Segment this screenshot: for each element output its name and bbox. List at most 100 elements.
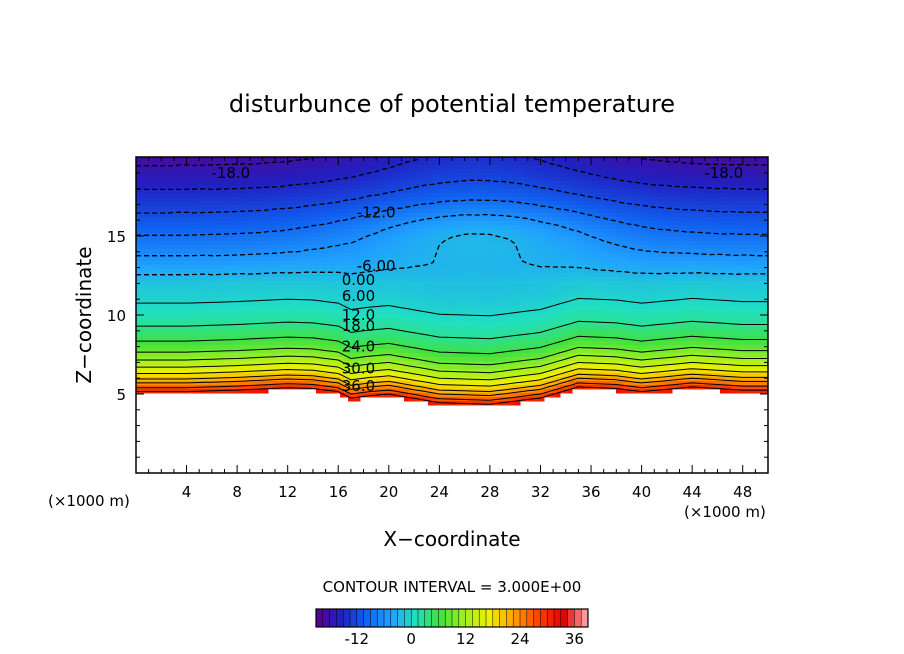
contour-line bbox=[136, 377, 768, 397]
colorbar-cell bbox=[350, 609, 358, 627]
x-tick-label: 4 bbox=[182, 483, 192, 501]
colorbar-frame bbox=[315, 608, 589, 628]
colorbar-cell bbox=[418, 609, 426, 627]
x-tick-label: 32 bbox=[531, 483, 550, 501]
contour-label: 18.0 bbox=[342, 317, 375, 335]
contour-lines bbox=[136, 157, 768, 405]
colorbar-cell bbox=[336, 609, 344, 627]
colorbar-cell bbox=[445, 609, 453, 627]
colorbar-cell bbox=[370, 609, 378, 627]
contour-label: -12.0 bbox=[357, 203, 396, 221]
colorbar-cell bbox=[431, 609, 439, 627]
colorbar-tick-label: 12 bbox=[456, 630, 475, 648]
contour-line bbox=[136, 335, 768, 355]
contour-line bbox=[136, 199, 768, 236]
contour-line bbox=[136, 382, 768, 401]
colorbar: -12 0 12 24 36 bbox=[315, 608, 589, 648]
chart-title: disturbunce of potential temperature bbox=[229, 90, 675, 118]
contour-line bbox=[136, 320, 768, 340]
x-tick-label: 8 bbox=[232, 483, 242, 501]
colorbar-cell bbox=[452, 609, 460, 627]
colorbar-cell bbox=[390, 609, 398, 627]
contour-label: -6.00 bbox=[357, 257, 396, 275]
y-axis-title: Z−coordinate bbox=[72, 246, 96, 383]
y-tick-label: 5 bbox=[116, 386, 126, 404]
contour-line bbox=[136, 297, 768, 317]
contour-line bbox=[136, 179, 768, 214]
contour-line bbox=[136, 157, 768, 191]
colorbar-cell bbox=[560, 609, 568, 627]
colorbar-cell bbox=[363, 609, 371, 627]
colorbar-cell bbox=[567, 609, 575, 627]
colorbar-cell bbox=[465, 609, 473, 627]
colorbar-tick-label: -12 bbox=[345, 630, 370, 648]
contour-labels: 36.030.0 24.0 18.012.06.000.00-6.00 -12.0 -1… bbox=[211, 164, 743, 395]
colorbar-cell bbox=[520, 609, 528, 627]
colorbar-cell bbox=[574, 609, 582, 627]
colorbar-cell bbox=[513, 609, 521, 627]
contour-line bbox=[136, 213, 768, 257]
contour-label: 6.00 bbox=[342, 287, 375, 305]
colorbar-tick-label: 0 bbox=[406, 630, 416, 648]
contour-line bbox=[136, 233, 768, 276]
colorbar-tick-label: 24 bbox=[510, 630, 529, 648]
contour-label: 24.0 bbox=[342, 338, 375, 356]
contour-line bbox=[136, 157, 768, 167]
colorbar-cell bbox=[581, 609, 589, 627]
y-tick-label: 15 bbox=[107, 228, 126, 246]
x-tick-label: 40 bbox=[632, 483, 651, 501]
contour-label: 30.0 bbox=[342, 360, 375, 378]
x-tick-label: 28 bbox=[480, 483, 499, 501]
colorbar-cell bbox=[322, 609, 330, 627]
colorbar-cell bbox=[316, 609, 324, 627]
contour-label: 12.0 bbox=[342, 306, 375, 324]
colorbar-cell bbox=[424, 609, 432, 627]
contour-label: -18.0 bbox=[211, 164, 250, 182]
colorbar-cell bbox=[492, 609, 500, 627]
colorbar-cell bbox=[438, 609, 446, 627]
colorbar-cell bbox=[499, 609, 507, 627]
colorbar-cell bbox=[377, 609, 385, 627]
x-tick-label: 12 bbox=[278, 483, 297, 501]
colorbar-cell bbox=[397, 609, 405, 627]
colorbar-cell bbox=[329, 609, 337, 627]
y-tick-label: 10 bbox=[107, 307, 126, 325]
x-tick-label: 36 bbox=[581, 483, 600, 501]
contour-line bbox=[136, 386, 768, 405]
contour-line bbox=[136, 361, 768, 381]
colorbar-cell bbox=[533, 609, 541, 627]
colorbar-cell bbox=[479, 609, 487, 627]
contour-label: -18.0 bbox=[704, 164, 743, 182]
colorbar-cell bbox=[384, 609, 392, 627]
contour-field bbox=[136, 157, 768, 406]
x-unit-right: (×1000 m) bbox=[684, 503, 766, 521]
colorbar-tick-label: 36 bbox=[565, 630, 584, 648]
x-tick-label: 16 bbox=[329, 483, 348, 501]
x-tick-label: 24 bbox=[430, 483, 449, 501]
contour-interval-label: CONTOUR INTERVAL = 3.000E+00 bbox=[323, 578, 582, 596]
x-tick-label: 20 bbox=[379, 483, 398, 501]
colorbar-cell bbox=[486, 609, 494, 627]
colorbar-cell bbox=[554, 609, 562, 627]
contour-line bbox=[136, 368, 768, 387]
colorbar-cell bbox=[458, 609, 466, 627]
colorbar-cell bbox=[356, 609, 364, 627]
contour-line bbox=[136, 373, 768, 393]
x-axis-title: X−coordinate bbox=[383, 527, 520, 551]
x-unit-left: (×1000 m) bbox=[48, 492, 130, 510]
contour-line bbox=[136, 346, 768, 366]
colorbar-cell bbox=[472, 609, 480, 627]
colorbar-cell bbox=[411, 609, 419, 627]
colorbar-cell bbox=[526, 609, 534, 627]
contour-label: 0.00 bbox=[342, 271, 375, 289]
contour-line bbox=[136, 354, 768, 374]
colorbar-cell bbox=[506, 609, 514, 627]
x-tick-label: 48 bbox=[733, 483, 752, 501]
x-tick-label: 44 bbox=[683, 483, 702, 501]
colorbar-cell bbox=[343, 609, 351, 627]
colorbar-cell bbox=[540, 609, 548, 627]
colorbar-cell bbox=[547, 609, 555, 627]
colorbar-cell bbox=[404, 609, 412, 627]
